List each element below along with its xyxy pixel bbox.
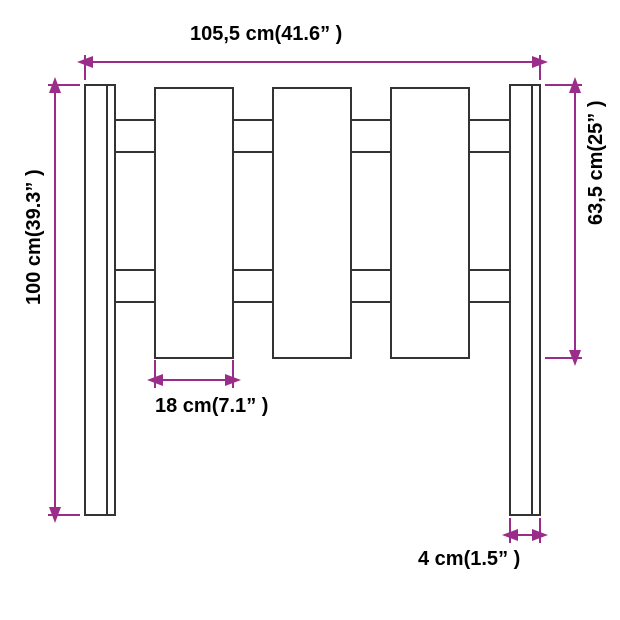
dim-slat-width: 18 cm(7.1” ) [155,360,268,417]
product-outline [85,85,540,515]
dim-total-height-value: 100 [23,272,45,305]
dim-post-depth: 4 cm(1.5” ) [418,518,540,570]
svg-text:18 cm(7.1” ): 18 cm(7.1” ) [155,395,268,417]
svg-text:100 cm(39.3” ): 100 cm(39.3” ) [23,169,45,305]
svg-text:4 cm(1.5” ): 4 cm(1.5” ) [418,548,520,570]
svg-text:105,5 cm(41.6” ): 105,5 cm(41.6” ) [190,23,342,45]
dim-post-depth-value: 4 [418,548,430,570]
dim-total-width-value: 105,5 [190,23,240,45]
dim-total-height: 100 cm(39.3” ) [23,85,80,515]
dim-panel-height-value: 63,5 [585,186,607,225]
dim-panel-height: 63,5 cm(25” ) [545,85,607,358]
dim-slat-width-value: 18 [155,395,177,417]
svg-text:63,5 cm(25” ): 63,5 cm(25” ) [585,100,607,225]
dimension-drawing: 105,5 cm(41.6” ) 100 cm(39.3” ) 63,5 cm(… [0,0,620,620]
dim-total-width: 105,5 cm(41.6” ) [85,23,540,80]
